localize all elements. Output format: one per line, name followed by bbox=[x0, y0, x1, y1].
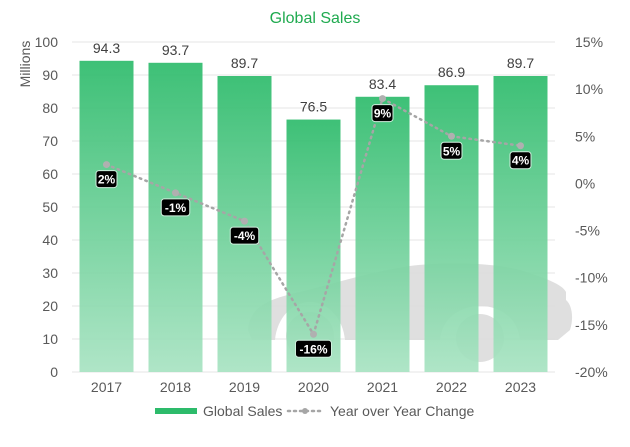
y-tick-label: 40 bbox=[42, 232, 58, 248]
bar bbox=[355, 96, 410, 372]
bar-value-label: 76.5 bbox=[300, 99, 327, 115]
yoy-badges: 2% -1% -4% -16% 9% 5% 4% bbox=[95, 104, 532, 358]
bar-value-label: 94.3 bbox=[93, 40, 120, 56]
yoy-point bbox=[241, 217, 248, 225]
y-axis-label: Millions bbox=[17, 41, 33, 88]
bar-value-label: 93.7 bbox=[162, 42, 189, 58]
yoy-badge-label: -4% bbox=[234, 229, 256, 243]
y2-tick-label: -5% bbox=[575, 223, 600, 239]
yoy-badge bbox=[160, 198, 191, 217]
y2-tick-label: -20% bbox=[575, 364, 608, 380]
bars bbox=[79, 60, 548, 373]
y2-axis-ticks: -20% -15% -10% -5% 0% 5% 10% 15% bbox=[575, 34, 608, 380]
y-tick-label: 60 bbox=[42, 166, 58, 182]
yoy-badge bbox=[509, 151, 532, 170]
y2-tick-label: 15% bbox=[575, 34, 603, 50]
yoy-badge bbox=[95, 170, 118, 189]
yoy-badge-label: -1% bbox=[165, 201, 187, 215]
yoy-badge-label: 2% bbox=[98, 173, 116, 187]
yoy-badge bbox=[371, 104, 394, 123]
bar-value-label: 86.9 bbox=[438, 64, 465, 80]
x-tick-label: 2018 bbox=[160, 379, 191, 395]
legend-marker-yoy bbox=[302, 408, 308, 414]
bar bbox=[286, 119, 341, 372]
bar-labels: 94.3 93.7 89.7 76.5 83.4 86.9 89.7 bbox=[93, 40, 534, 115]
yoy-badge bbox=[440, 141, 463, 160]
y-tick-label: 80 bbox=[42, 100, 58, 116]
y2-tick-label: -15% bbox=[575, 317, 608, 333]
yoy-line bbox=[103, 95, 524, 338]
yoy-point bbox=[448, 132, 455, 140]
x-tick-label: 2019 bbox=[229, 379, 260, 395]
bar-value-label: 89.7 bbox=[507, 55, 534, 71]
legend-swatch-global-sales bbox=[155, 408, 197, 414]
legend-label-yoy: Year over Year Change bbox=[330, 403, 474, 419]
y2-tick-label: -10% bbox=[575, 270, 608, 286]
yoy-badge-label: -16% bbox=[299, 342, 327, 356]
bar bbox=[79, 60, 134, 373]
x-tick-label: 2023 bbox=[505, 379, 536, 395]
legend: Global Sales Year over Year Change bbox=[155, 403, 474, 419]
yoy-badge-label: 5% bbox=[443, 144, 461, 158]
x-tick-label: 2022 bbox=[436, 379, 467, 395]
y-tick-label: 10 bbox=[42, 331, 58, 347]
yoy-badge bbox=[229, 226, 260, 245]
yoy-badge-label: 4% bbox=[512, 154, 530, 168]
y-tick-label: 90 bbox=[42, 67, 58, 83]
yoy-point bbox=[172, 189, 179, 197]
y-axis-ticks: 0 10 20 30 40 50 60 70 80 90 100 bbox=[35, 34, 59, 380]
y-tick-label: 0 bbox=[50, 364, 58, 380]
bar-value-label: 89.7 bbox=[231, 55, 258, 71]
yoy-point bbox=[310, 330, 317, 338]
x-tick-label: 2020 bbox=[298, 379, 329, 395]
yoy-point bbox=[379, 95, 386, 103]
bar bbox=[148, 62, 203, 372]
legend-label-global-sales: Global Sales bbox=[203, 403, 282, 419]
y-tick-label: 100 bbox=[35, 34, 59, 50]
yoy-point bbox=[517, 142, 524, 150]
y-tick-label: 50 bbox=[42, 199, 58, 215]
bar-value-label: 83.4 bbox=[369, 76, 396, 92]
yoy-badge-label: 9% bbox=[374, 107, 392, 121]
bar bbox=[424, 85, 479, 372]
x-tick-label: 2021 bbox=[367, 379, 398, 395]
chart-title: Global Sales bbox=[270, 10, 361, 27]
bar bbox=[493, 75, 548, 373]
y2-tick-label: 10% bbox=[575, 81, 603, 97]
yoy-point bbox=[103, 161, 110, 169]
yoy-badge bbox=[295, 339, 332, 358]
y2-tick-label: 0% bbox=[575, 175, 595, 191]
y-tick-label: 30 bbox=[42, 265, 58, 281]
y-tick-label: 20 bbox=[42, 298, 58, 314]
x-axis-ticks: 2017 2018 2019 2020 2021 2022 2023 bbox=[91, 379, 536, 395]
y-tick-label: 70 bbox=[42, 133, 58, 149]
x-tick-label: 2017 bbox=[91, 379, 122, 395]
y2-tick-label: 5% bbox=[575, 128, 595, 144]
